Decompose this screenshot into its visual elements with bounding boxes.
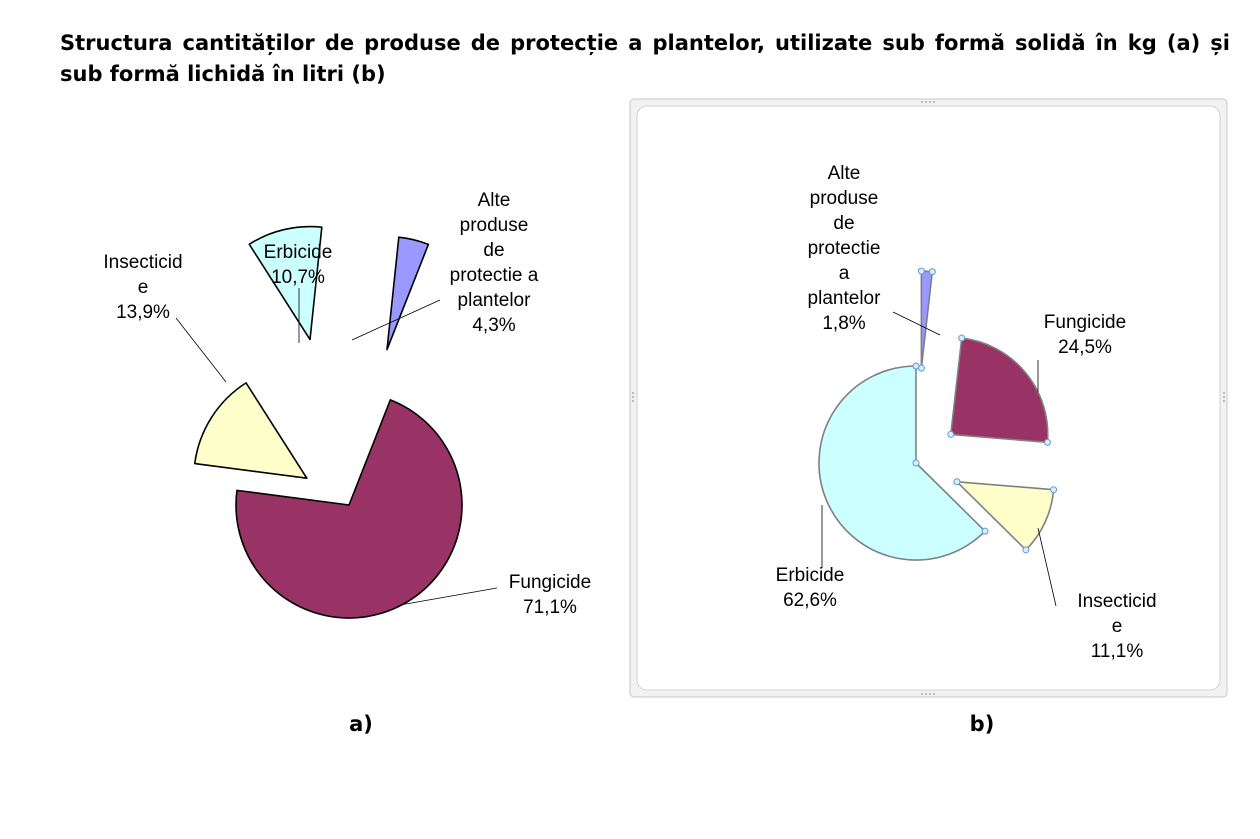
pie-chart-a: Alte produse de protectie a plantelor 4,3% Fun…: [103, 190, 591, 619]
pie-slice-fungicide[interactable]: [235, 399, 463, 619]
chart-b-frame[interactable]: [629, 98, 1228, 698]
leader-line-fungicide: [399, 587, 498, 606]
leader-line-alte: [351, 299, 441, 341]
selection-handle[interactable]: [912, 459, 920, 467]
leader-line-insecticide: [1037, 527, 1057, 607]
selection-handle[interactable]: [912, 362, 920, 370]
data-label-insecticide: Insecticid e 11,1%: [1077, 591, 1156, 662]
selection-handle[interactable]: [958, 334, 966, 342]
pie-slice-insecticide[interactable]: [193, 382, 308, 479]
data-label-fungicide: Fungicide 24,5%: [1044, 312, 1126, 358]
pie-slice-erbicide[interactable]: [248, 225, 323, 341]
selection-handle[interactable]: [947, 430, 955, 438]
data-label-alte: Alte produse de protectie a plantelor 1,8%: [808, 163, 882, 334]
caption-b: b): [970, 712, 995, 736]
data-label-erbicide: Erbicide 62,6%: [776, 565, 845, 611]
pie-slice-erbicide[interactable]: [818, 365, 986, 561]
leader-line-insecticide: [175, 317, 227, 383]
selection-handle[interactable]: [981, 527, 989, 535]
pie-slice-fungicide[interactable]: [949, 337, 1049, 444]
caption-a: a): [349, 712, 373, 736]
selection-handle[interactable]: [953, 478, 961, 486]
selection-handle[interactable]: [1050, 486, 1058, 494]
selection-handle[interactable]: [928, 268, 936, 276]
page-title: Structura cantităților de produse de pro…: [60, 31, 1230, 86]
resize-handle: [632, 101, 1225, 695]
data-label-insecticide: Insecticid e 13,9%: [103, 252, 182, 323]
leader-line-alte: [892, 311, 941, 336]
selection-handle[interactable]: [917, 267, 925, 275]
pie-chart-b: Alte produse de protectie a plantelor 1,8% Fung…: [776, 163, 1157, 662]
pie-slice-alte[interactable]: [386, 236, 430, 351]
data-label-fungicide: Fungicide 71,1%: [509, 572, 591, 618]
data-label-alte: Alte produse de protectie a plantelor 4,3%: [450, 190, 539, 336]
selection-handle[interactable]: [1022, 546, 1030, 554]
data-label-erbicide: Erbicide 10,7%: [264, 242, 333, 288]
selection-handle[interactable]: [1043, 438, 1051, 446]
